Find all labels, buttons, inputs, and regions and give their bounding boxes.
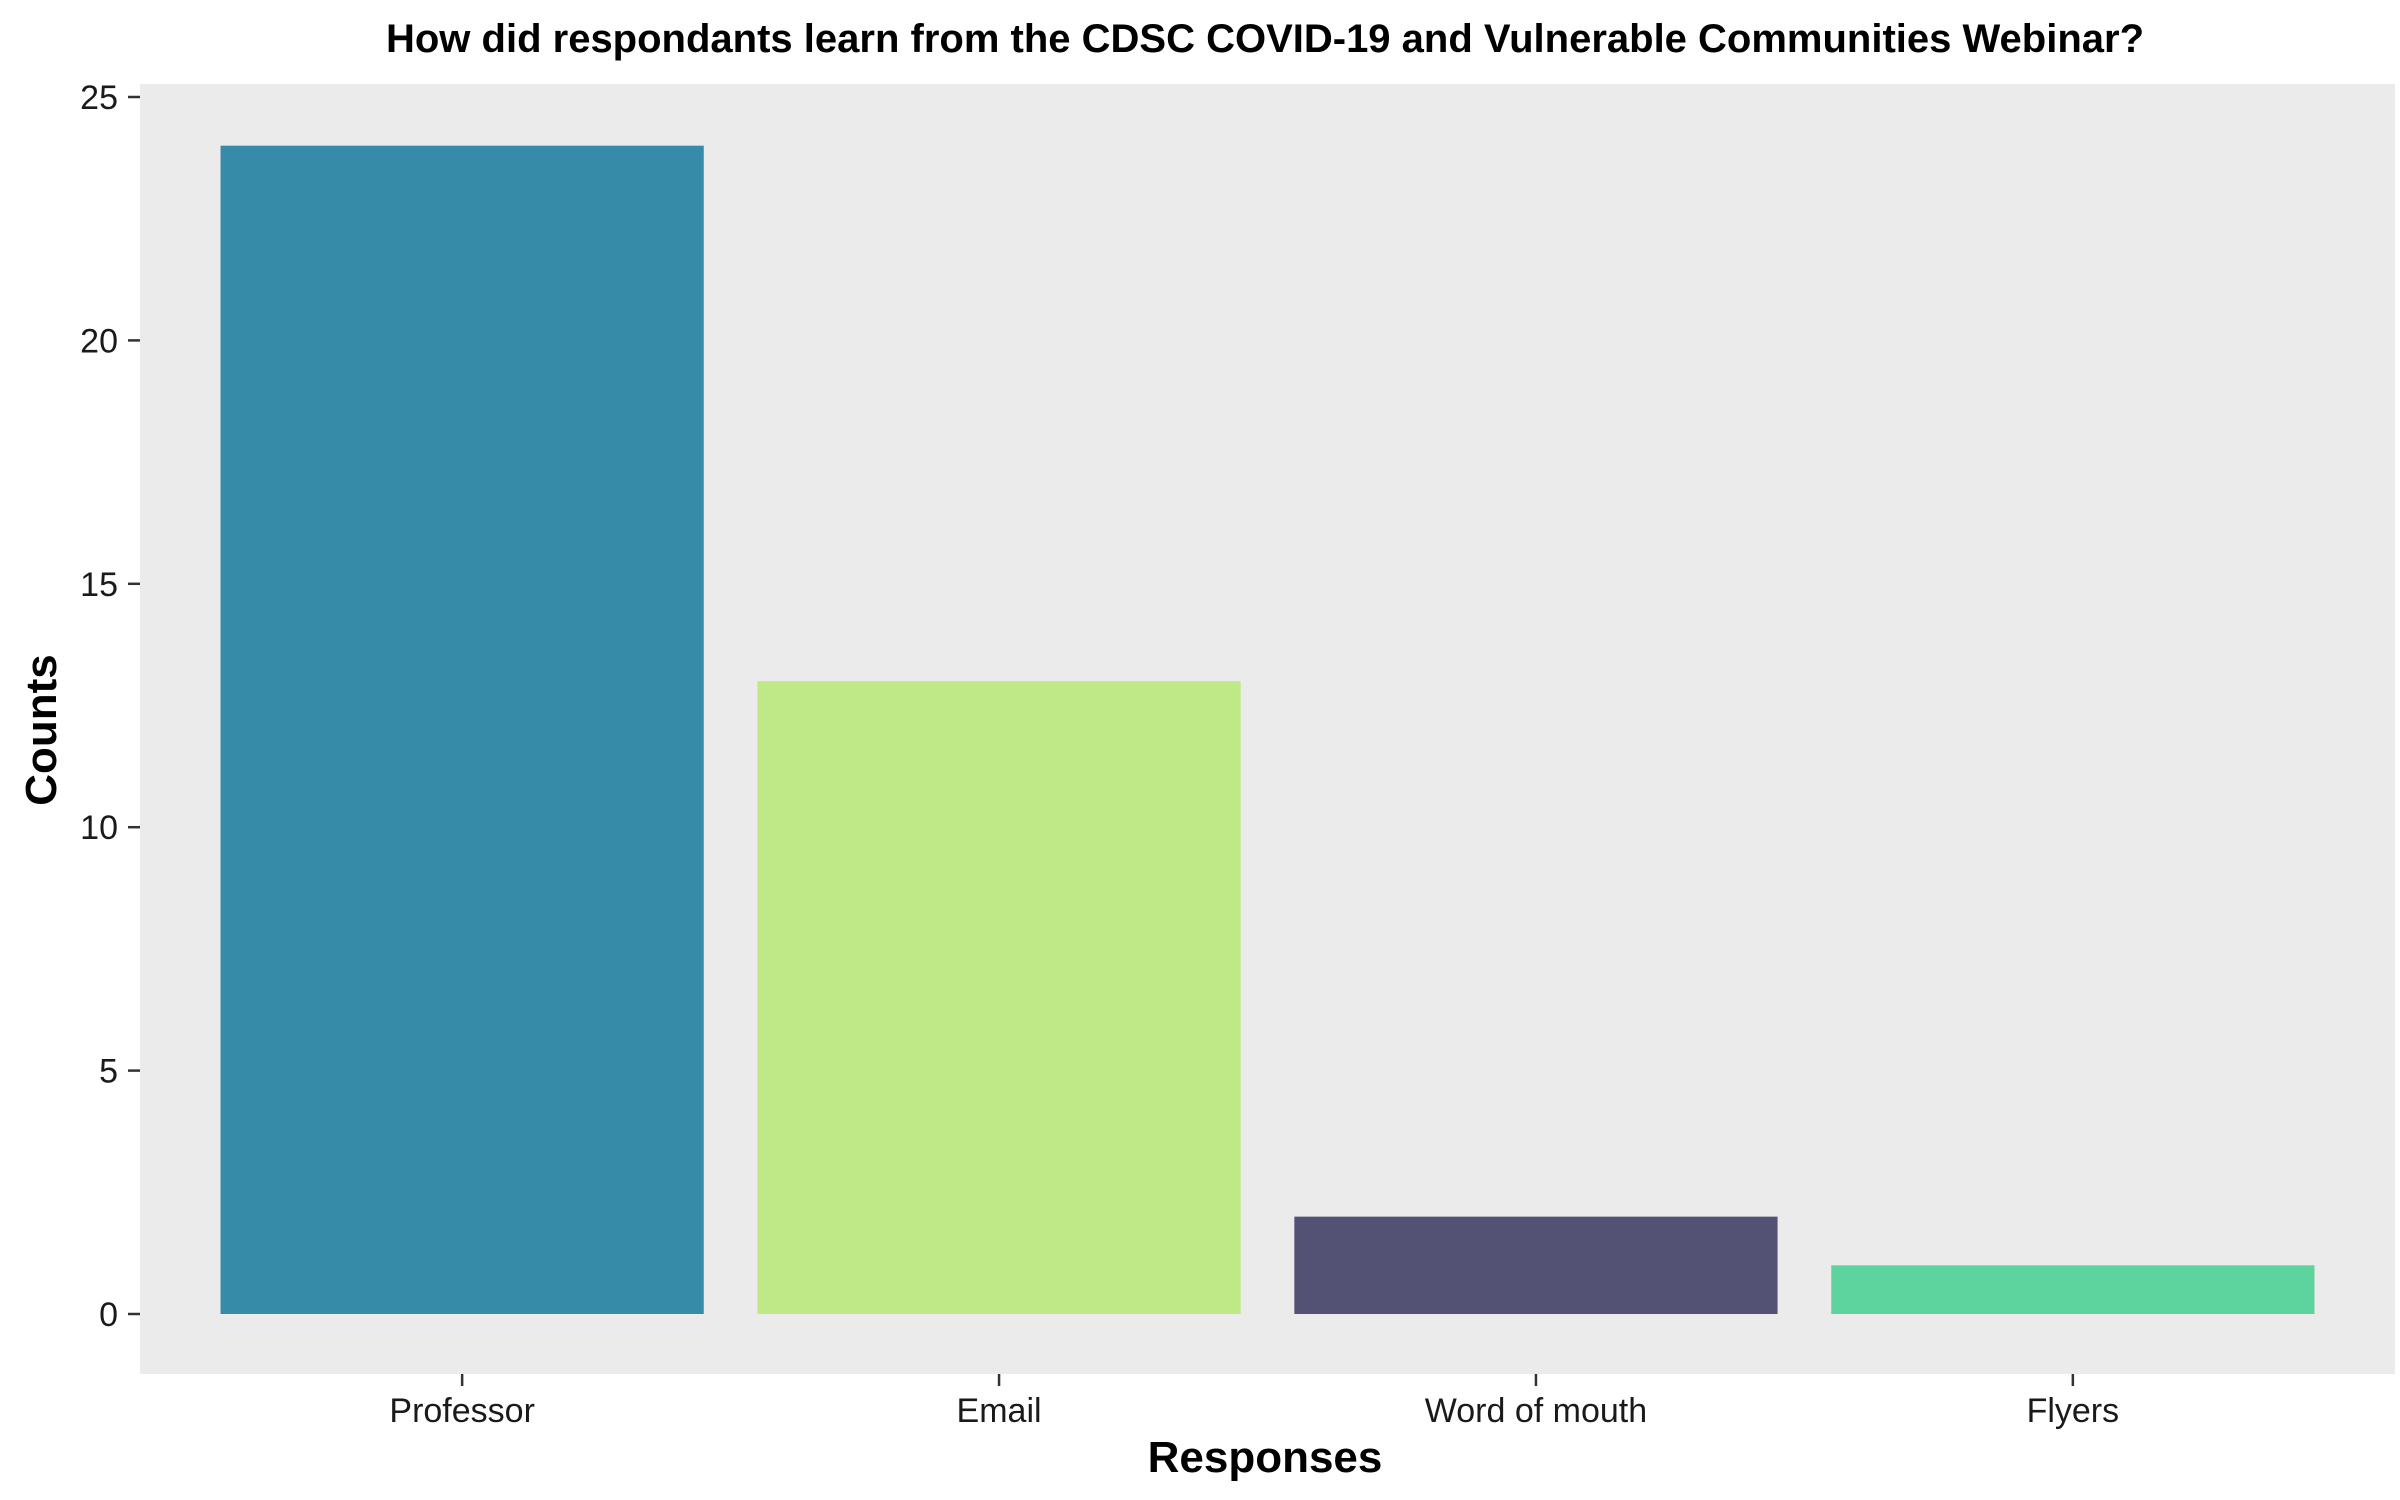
y-axis: 0 5 10 15 20 25: [80, 79, 140, 1334]
x-tick-label: Professor: [389, 1392, 535, 1430]
y-tick-label: 15: [80, 566, 118, 604]
x-tick-label: Word of mouth: [1425, 1392, 1647, 1430]
bar-word-of-mouth: [1294, 1216, 1778, 1314]
y-tick-label: 20: [80, 322, 118, 360]
bar-email: [757, 681, 1241, 1314]
bar-professor: [220, 145, 704, 1315]
x-axis-title: Responses: [1148, 1433, 1383, 1482]
y-tick-label: 25: [80, 79, 118, 117]
y-tick-label: 5: [99, 1053, 118, 1091]
y-tick-label: 10: [80, 809, 118, 847]
y-tick-label: 0: [99, 1296, 118, 1334]
x-tick-label: Email: [957, 1392, 1042, 1430]
x-axis: Professor Email Word of mouth Flyers: [389, 1374, 2119, 1430]
bar-flyers: [1831, 1265, 2315, 1314]
y-axis-title: Counts: [17, 654, 66, 806]
bars-group: [220, 145, 2315, 1315]
x-tick-label: Flyers: [2027, 1392, 2120, 1430]
chart-title: How did respondants learn from the CDSC …: [386, 17, 2144, 61]
